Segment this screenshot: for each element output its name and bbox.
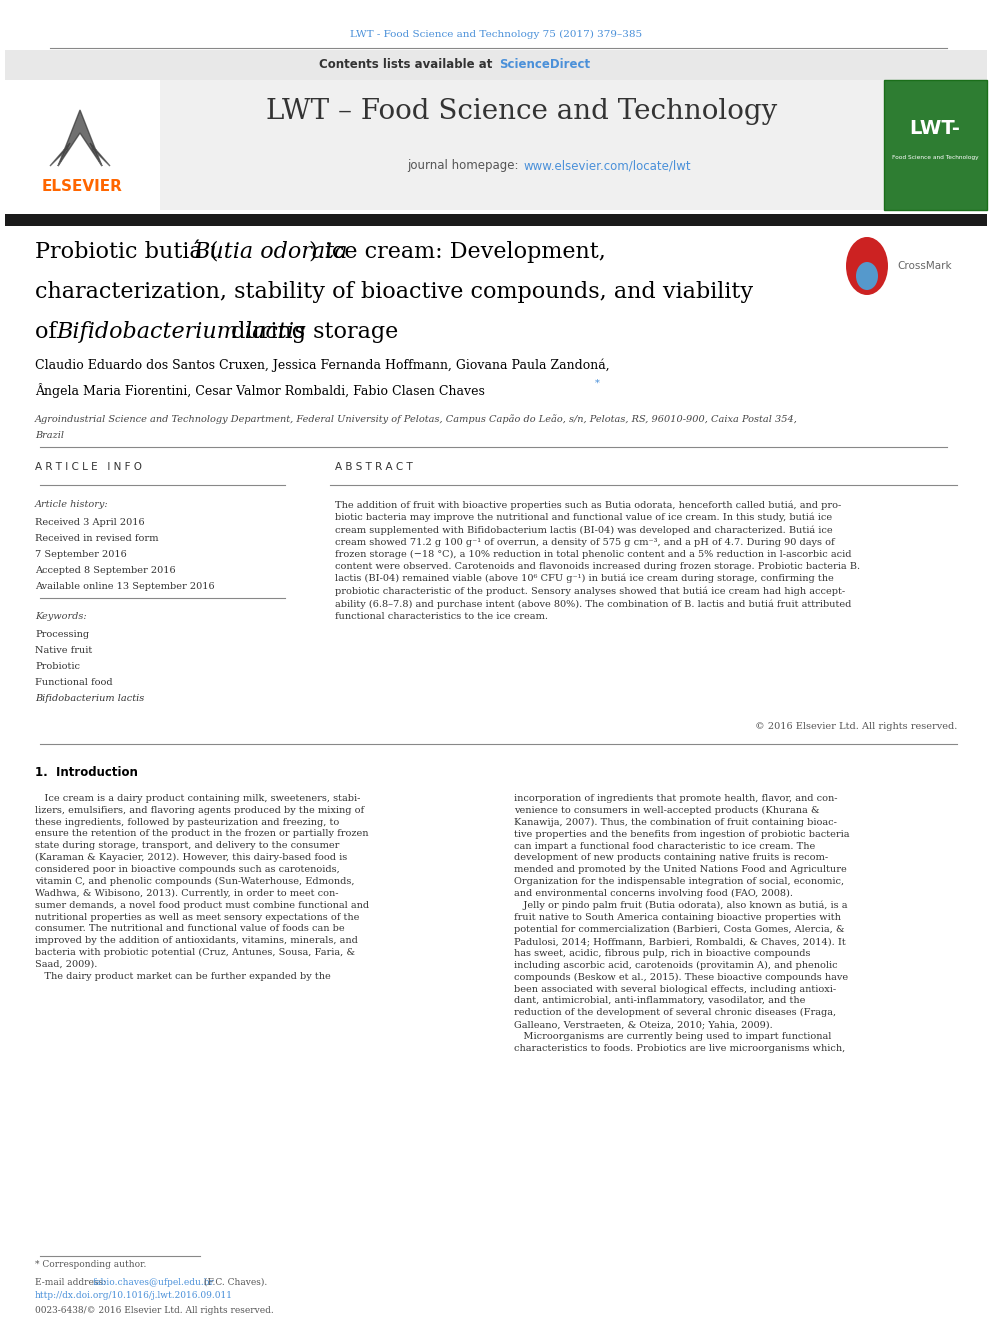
Text: Received 3 April 2016: Received 3 April 2016 xyxy=(35,519,145,527)
Text: Probiotic: Probiotic xyxy=(35,662,80,671)
FancyBboxPatch shape xyxy=(5,214,987,226)
Polygon shape xyxy=(50,110,110,165)
Text: A B S T R A C T: A B S T R A C T xyxy=(335,462,413,472)
Text: Claudio Eduardo dos Santos Cruxen, Jessica Fernanda Hoffmann, Giovana Paula Zand: Claudio Eduardo dos Santos Cruxen, Jessi… xyxy=(35,359,610,373)
Text: Brazil: Brazil xyxy=(35,431,64,441)
FancyBboxPatch shape xyxy=(5,79,160,210)
Text: A R T I C L E   I N F O: A R T I C L E I N F O xyxy=(35,462,142,472)
Text: * Corresponding author.: * Corresponding author. xyxy=(35,1259,147,1269)
Text: Native fruit: Native fruit xyxy=(35,646,92,655)
Text: Butia odorata: Butia odorata xyxy=(193,241,347,263)
Text: Keywords:: Keywords: xyxy=(35,613,86,620)
Text: Article history:: Article history: xyxy=(35,500,109,509)
FancyBboxPatch shape xyxy=(884,79,987,210)
Text: LWT-: LWT- xyxy=(910,119,960,138)
Text: of: of xyxy=(35,321,63,343)
Text: Available online 13 September 2016: Available online 13 September 2016 xyxy=(35,582,214,591)
Text: LWT - Food Science and Technology 75 (2017) 379–385: LWT - Food Science and Technology 75 (20… xyxy=(350,30,642,40)
Text: ELSEVIER: ELSEVIER xyxy=(42,179,122,194)
Text: LWT – Food Science and Technology: LWT – Food Science and Technology xyxy=(267,98,778,126)
Text: 7 September 2016: 7 September 2016 xyxy=(35,550,127,560)
Text: *: * xyxy=(595,378,600,388)
Ellipse shape xyxy=(846,237,888,295)
Text: Bifidobacterium lactis: Bifidobacterium lactis xyxy=(56,321,306,343)
Text: Food Science and Technology: Food Science and Technology xyxy=(892,156,978,160)
Text: http://dx.doi.org/10.1016/j.lwt.2016.09.011: http://dx.doi.org/10.1016/j.lwt.2016.09.… xyxy=(35,1291,233,1301)
Text: 0023-6438/© 2016 Elsevier Ltd. All rights reserved.: 0023-6438/© 2016 Elsevier Ltd. All right… xyxy=(35,1306,274,1315)
Text: journal homepage:: journal homepage: xyxy=(407,160,522,172)
Text: Accepted 8 September 2016: Accepted 8 September 2016 xyxy=(35,566,176,576)
Text: characterization, stability of bioactive compounds, and viability: characterization, stability of bioactive… xyxy=(35,280,753,303)
Text: ScienceDirect: ScienceDirect xyxy=(499,58,590,71)
Text: Ângela Maria Fiorentini, Cesar Valmor Rombaldi, Fabio Clasen Chaves: Ângela Maria Fiorentini, Cesar Valmor Ro… xyxy=(35,382,485,398)
Text: Contents lists available at: Contents lists available at xyxy=(318,58,496,71)
Text: ) ice cream: Development,: ) ice cream: Development, xyxy=(309,241,606,263)
Text: Agroindustrial Science and Technology Department, Federal University of Pelotas,: Agroindustrial Science and Technology De… xyxy=(35,414,798,423)
Ellipse shape xyxy=(856,262,878,290)
Text: Received in revised form: Received in revised form xyxy=(35,534,159,542)
FancyBboxPatch shape xyxy=(5,50,987,79)
Text: incorporation of ingredients that promote health, flavor, and con-
venience to c: incorporation of ingredients that promot… xyxy=(514,794,849,1053)
Text: The addition of fruit with bioactive properties such as Butia odorata, hencefort: The addition of fruit with bioactive pro… xyxy=(335,500,860,620)
Text: fabio.chaves@ufpel.edu.br: fabio.chaves@ufpel.edu.br xyxy=(93,1278,215,1287)
Text: Probiotic butiá (: Probiotic butiá ( xyxy=(35,241,218,263)
Text: (F.C. Chaves).: (F.C. Chaves). xyxy=(201,1278,267,1287)
Text: © 2016 Elsevier Ltd. All rights reserved.: © 2016 Elsevier Ltd. All rights reserved… xyxy=(755,722,957,732)
Text: Bifidobacterium lactis: Bifidobacterium lactis xyxy=(35,695,144,703)
FancyBboxPatch shape xyxy=(5,50,987,210)
Text: during storage: during storage xyxy=(224,321,398,343)
Text: www.elsevier.com/locate/lwt: www.elsevier.com/locate/lwt xyxy=(524,160,691,172)
Text: 1.  Introduction: 1. Introduction xyxy=(35,766,138,779)
Text: Functional food: Functional food xyxy=(35,677,113,687)
Text: E-mail address:: E-mail address: xyxy=(35,1278,109,1287)
Text: Ice cream is a dairy product containing milk, sweeteners, stabi-
lizers, emulsif: Ice cream is a dairy product containing … xyxy=(35,794,369,980)
Text: Processing: Processing xyxy=(35,630,89,639)
Text: CrossMark: CrossMark xyxy=(897,261,951,271)
